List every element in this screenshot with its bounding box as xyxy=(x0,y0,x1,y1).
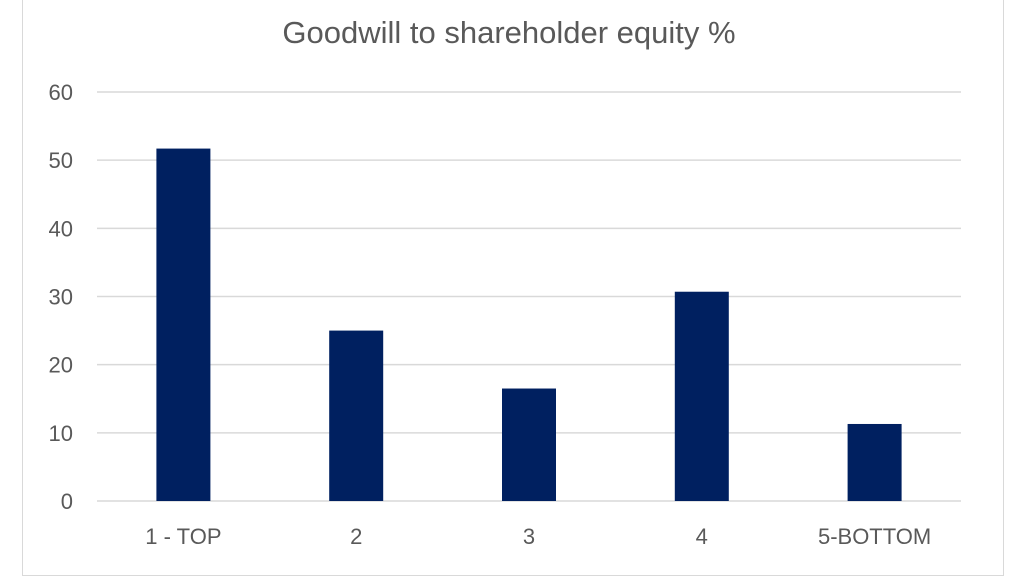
y-tick-label: 50 xyxy=(49,148,73,173)
bar xyxy=(156,148,211,501)
chart-title: Goodwill to shareholder equity % xyxy=(282,15,735,50)
bars xyxy=(156,148,902,501)
bar xyxy=(502,388,556,501)
y-tick-label: 30 xyxy=(49,285,73,310)
y-axis-ticks: 0 10 20 30 40 50 60 xyxy=(49,80,73,514)
y-tick-label: 0 xyxy=(61,489,73,514)
y-tick-label: 10 xyxy=(49,421,73,446)
x-tick-label: 2 xyxy=(350,524,362,549)
bar xyxy=(674,291,729,501)
bar xyxy=(329,330,384,501)
y-tick-label: 20 xyxy=(49,353,73,378)
y-tick-label: 40 xyxy=(49,216,73,241)
x-tick-label: 1 - TOP xyxy=(145,524,221,549)
y-tick-label: 60 xyxy=(49,80,73,105)
x-tick-label: 5-BOTTOM xyxy=(818,524,931,549)
x-tick-label: 4 xyxy=(696,524,708,549)
x-tick-label: 3 xyxy=(523,524,535,549)
bar xyxy=(847,423,902,501)
x-axis-ticks: 1 - TOP 2 3 4 5-BOTTOM xyxy=(145,524,931,549)
